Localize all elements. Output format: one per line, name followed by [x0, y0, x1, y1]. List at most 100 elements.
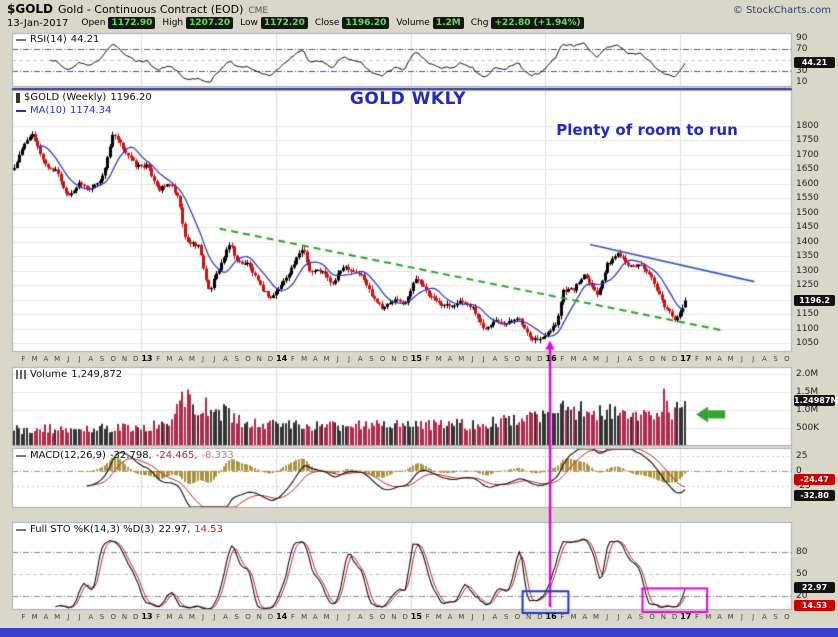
x-axis-month-label: D — [537, 613, 543, 621]
x-axis-month-label: A — [357, 613, 363, 621]
price-axis-label: 1800 — [796, 120, 819, 131]
x-axis-year-label: 14 — [276, 612, 288, 621]
x-axis-month-label: A — [627, 355, 633, 363]
x-axis-month-label: F — [21, 613, 26, 621]
x-axis-month-label: D — [133, 355, 139, 363]
x-axis-month-label: O — [110, 613, 117, 621]
x-axis-month-label: S — [503, 355, 509, 363]
x-axis-month-label: A — [717, 613, 722, 621]
x-axis-month-label: M — [166, 355, 173, 363]
sto-axis-label: 80 — [796, 547, 808, 558]
x-axis-month-label: M — [31, 613, 38, 621]
x-axis-month-label: M — [435, 355, 442, 363]
x-axis-year-label: 17 — [680, 612, 692, 621]
x-axis-month-label: A — [582, 355, 588, 363]
x-axis-month-label: M — [301, 613, 308, 621]
x-axis-month-label: F — [156, 613, 161, 621]
x-axis-month-label: J — [617, 613, 620, 621]
x-axis-month-label: J — [78, 355, 81, 363]
volume-axis-label: 500K — [796, 423, 820, 434]
x-axis-year-label: 14 — [276, 354, 288, 363]
x-axis-month-label: A — [447, 355, 453, 363]
sto-axis-label: 20 — [796, 590, 808, 601]
bottom-border-bar — [0, 628, 838, 637]
x-axis-month-label: M — [301, 355, 308, 363]
price-axis-label: 1300 — [796, 265, 819, 276]
price-axis-label: 1350 — [796, 251, 819, 262]
x-axis-month-label: A — [312, 355, 318, 363]
rsi-legend-icon — [16, 38, 26, 41]
x-axis-month-label: F — [560, 355, 565, 363]
ma-legend-value: 1174.34 — [70, 105, 112, 116]
x-axis-month-label: M — [705, 613, 712, 621]
x-axis-month-label: S — [99, 355, 105, 363]
x-axis-month-label: M — [727, 613, 734, 621]
x-axis-month-label: A — [492, 355, 498, 363]
x-axis-month-label: A — [223, 613, 228, 621]
x-axis-month-label: M — [188, 355, 195, 363]
price-axis-label: 1600 — [796, 178, 819, 189]
x-axis-month-label: J — [471, 355, 474, 363]
x-axis-month-label: O — [379, 355, 386, 363]
quote-close-label: Close — [314, 18, 340, 28]
x-axis-month-label: O — [514, 613, 521, 621]
x-axis-month-label: F — [290, 613, 295, 621]
macd-value-3: -8.333 — [201, 450, 234, 461]
chart-header: $GOLD Gold - Continuous Contract (EOD) C… — [7, 2, 831, 29]
x-axis-month-label: F — [290, 355, 295, 363]
x-axis-month-label: S — [369, 613, 374, 621]
x-axis-month-label: O — [379, 613, 386, 621]
quote-open-value: 1172.90 — [108, 17, 156, 29]
x-axis-month-label: M — [54, 613, 61, 621]
x-axis-month-label: M — [323, 355, 330, 363]
x-axis-month-label: S — [638, 613, 644, 621]
x-axis-month-label: F — [21, 355, 26, 363]
x-axis-month-label: A — [761, 355, 767, 363]
x-axis-month-label: M — [592, 613, 600, 621]
x-axis-month-label: S — [773, 355, 778, 363]
x-axis-month-label: O — [514, 355, 521, 363]
stockcharts-copyright-link[interactable]: © StockCharts.com — [732, 5, 831, 16]
macd-legend-label: MACD(12,26,9) — [30, 450, 106, 461]
x-axis-month-label: F — [156, 355, 161, 363]
macd-legend-icon — [16, 454, 26, 457]
x-axis-month-label: N — [660, 355, 666, 363]
x-axis-month-label: N — [256, 613, 262, 621]
x-axis-month-label: J — [606, 613, 609, 621]
x-axis-month-label: M — [570, 613, 577, 621]
quote-low-label: Low — [240, 18, 258, 28]
header-title-row: $GOLD Gold - Continuous Contract (EOD) C… — [7, 2, 831, 16]
x-axis-month-label: A — [627, 613, 633, 621]
x-axis-month-label: A — [223, 355, 228, 363]
x-axis-month-label: A — [88, 613, 94, 621]
x-axis-month-label: S — [369, 355, 374, 363]
x-axis-month-label: N — [121, 613, 128, 621]
x-axis-month-label: A — [43, 613, 49, 621]
rsi-legend: RSI(14) 44.21 — [16, 34, 99, 45]
x-axis-year-label: 13 — [141, 354, 153, 363]
x-axis-month-label: J — [347, 355, 351, 363]
x-axis-year-label: 15 — [410, 612, 422, 621]
x-axis-month-label: N — [526, 355, 532, 363]
x-axis-month-label: M — [592, 355, 600, 363]
macd-axis-label: 25 — [796, 450, 808, 461]
x-axis-month-label: D — [671, 613, 678, 621]
x-axis-month-label: J — [347, 613, 351, 621]
quote-chg-value: +22.80 (+1.94%) — [491, 17, 584, 29]
x-axis-month-label: M — [435, 613, 442, 621]
symbol-label: $GOLD — [7, 2, 54, 16]
price-axis-label: 1500 — [796, 207, 819, 218]
price-axis-label: 1050 — [796, 338, 819, 349]
sto-d-value-box: 14.53 — [794, 599, 835, 611]
x-axis-month-label: N — [256, 355, 262, 363]
x-axis-month-label: J — [482, 355, 485, 363]
volume-axis-label: 2.0M — [796, 369, 819, 380]
price-axis-label: 1650 — [796, 164, 819, 175]
x-axis-month-label: M — [458, 613, 465, 621]
x-axis-month-label: A — [492, 613, 498, 621]
x-axis-month-label: D — [402, 355, 408, 363]
x-axis-month-label: J — [67, 355, 70, 363]
x-axis-month-label: A — [312, 613, 318, 621]
price-axis-label: 1100 — [796, 323, 819, 334]
